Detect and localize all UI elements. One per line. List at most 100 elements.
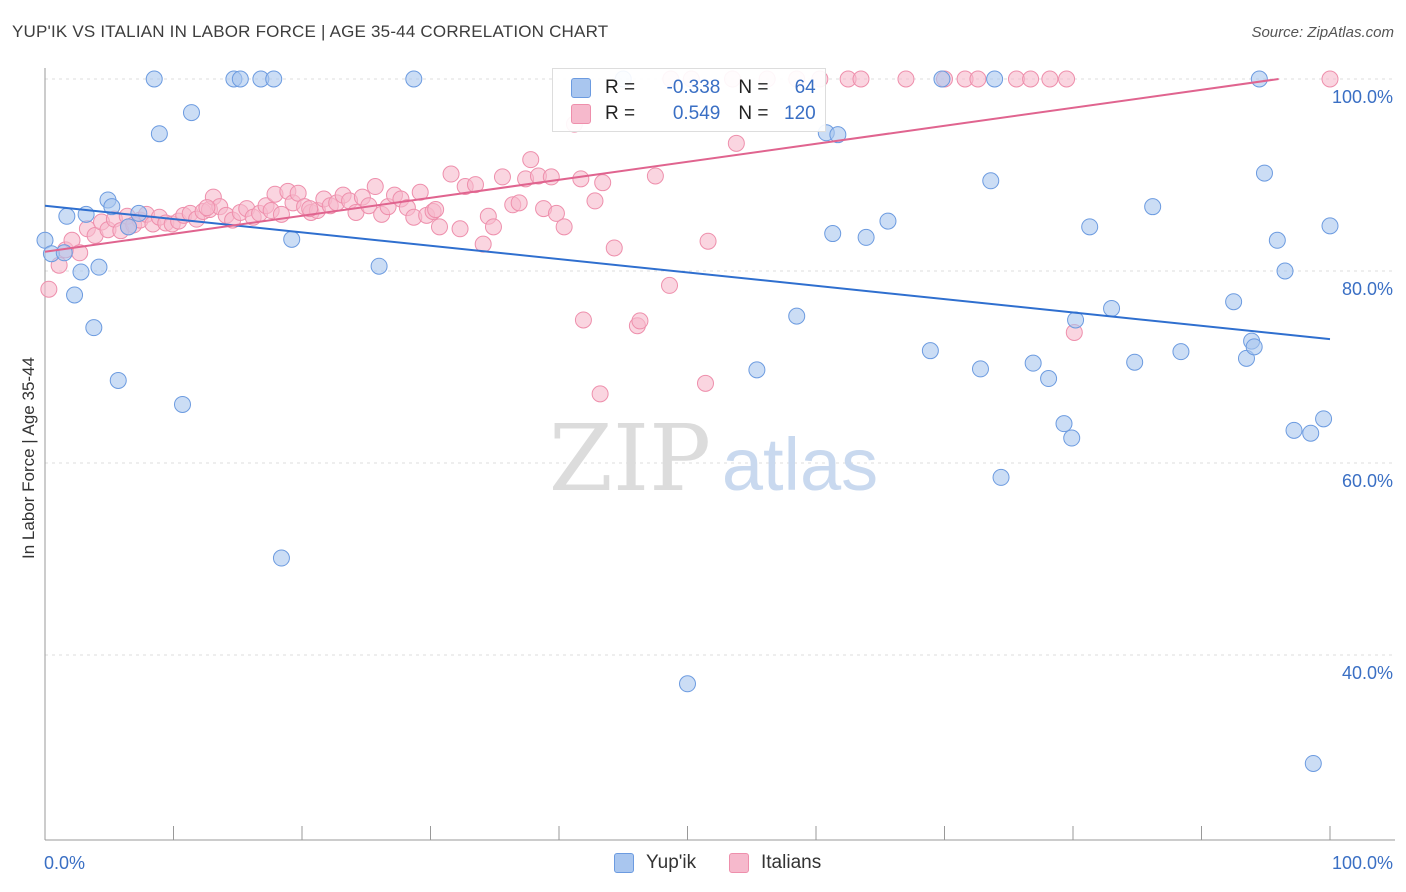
- data-point: [522, 151, 540, 169]
- data-point: [921, 342, 939, 360]
- legend: Yup'ik Italians: [0, 850, 1406, 880]
- stats-row-italians: R = 0.549 N = 120: [571, 102, 816, 126]
- data-point: [1081, 218, 1099, 236]
- data-point: [555, 218, 573, 236]
- legend-item-yupik[interactable]: Yup'ik: [614, 852, 696, 874]
- source-label: Source: ZipAtlas.com: [1251, 24, 1394, 41]
- data-point: [857, 228, 875, 246]
- data-point: [969, 70, 987, 88]
- data-point: [1225, 293, 1243, 311]
- y-tick-label: 40.0%: [1342, 663, 1393, 683]
- data-point: [829, 126, 847, 144]
- data-point: [66, 286, 84, 304]
- n-label: N =: [738, 103, 774, 124]
- data-point: [430, 218, 448, 236]
- data-point: [748, 361, 766, 379]
- data-point: [1255, 164, 1273, 182]
- data-point: [1321, 217, 1339, 235]
- data-point: [1172, 343, 1190, 361]
- data-point: [427, 201, 445, 219]
- yupik-swatch: [571, 78, 591, 98]
- data-point: [824, 225, 842, 243]
- data-point: [198, 199, 216, 217]
- data-point: [451, 220, 469, 238]
- data-point: [72, 263, 90, 281]
- yupik-legend-swatch: [614, 853, 634, 873]
- watermark-atlas: atlas: [722, 423, 878, 506]
- data-point: [173, 395, 191, 413]
- data-point: [150, 125, 168, 143]
- data-point: [1126, 353, 1144, 371]
- data-point: [1321, 70, 1339, 88]
- x-tick-label: 100.0%: [1332, 853, 1393, 873]
- data-point: [646, 167, 664, 185]
- watermark-zip: ZIP: [549, 405, 711, 512]
- data-point: [1245, 338, 1263, 356]
- n-value: 64: [794, 77, 816, 98]
- r-label: R =: [605, 103, 641, 124]
- data-point: [1040, 370, 1058, 388]
- data-point: [1285, 421, 1303, 439]
- data-point: [283, 230, 301, 248]
- y-tick-label: 60.0%: [1342, 471, 1393, 491]
- data-point: [897, 70, 915, 88]
- r-value: 0.549: [672, 103, 721, 124]
- italian-swatch: [571, 104, 591, 124]
- data-point: [103, 198, 121, 216]
- italian-legend-swatch: [729, 853, 749, 873]
- data-point: [696, 374, 714, 392]
- data-point: [699, 232, 717, 250]
- data-point: [90, 258, 108, 276]
- yupik-trend-line: [44, 204, 1331, 341]
- data-point: [411, 183, 429, 201]
- data-point: [58, 207, 76, 225]
- data-point: [130, 204, 148, 222]
- y-tick-label: 100.0%: [1332, 87, 1393, 107]
- watermark: ZIP atlas: [549, 405, 878, 512]
- data-point: [1067, 311, 1085, 329]
- trend-lines: [44, 78, 1331, 341]
- data-point: [1250, 70, 1268, 88]
- data-point: [594, 174, 612, 192]
- data-point: [1304, 754, 1322, 772]
- data-point: [727, 134, 745, 152]
- r-value: -0.338: [666, 77, 721, 98]
- data-point: [231, 70, 249, 88]
- data-point: [55, 244, 73, 262]
- data-point: [1144, 198, 1162, 216]
- data-point: [1007, 70, 1025, 88]
- data-point: [586, 192, 604, 210]
- data-point: [992, 468, 1010, 486]
- italian-trend-line: [44, 78, 1279, 253]
- data-point: [1041, 70, 1059, 88]
- data-point: [272, 549, 290, 567]
- data-point: [879, 212, 897, 230]
- data-point: [366, 178, 384, 196]
- x-tick-label: 0.0%: [44, 853, 85, 873]
- data-point: [1063, 429, 1081, 447]
- grid-lines: [45, 78, 1395, 656]
- legend-label-italians: Italians: [761, 852, 822, 873]
- r-label: R =: [605, 77, 641, 98]
- data-point: [510, 194, 528, 212]
- data-point: [40, 280, 58, 298]
- data-point: [1055, 415, 1073, 433]
- data-point: [1022, 70, 1040, 88]
- y-tick-label: 80.0%: [1342, 279, 1393, 299]
- chart-title: YUP'IK VS ITALIAN IN LABOR FORCE | AGE 3…: [12, 22, 609, 41]
- data-point: [1024, 354, 1042, 372]
- data-point: [109, 371, 127, 389]
- data-point: [852, 70, 870, 88]
- yupik-points: [36, 70, 1339, 772]
- data-point: [182, 104, 200, 122]
- data-point: [1315, 410, 1333, 428]
- data-point: [1302, 424, 1320, 442]
- data-point: [301, 200, 319, 218]
- data-point: [1268, 231, 1286, 249]
- y-axis-label: In Labor Force | Age 35-44: [19, 357, 38, 559]
- data-point: [679, 675, 696, 693]
- data-point: [493, 168, 511, 186]
- legend-item-italians[interactable]: Italians: [729, 852, 821, 874]
- data-point: [971, 360, 989, 378]
